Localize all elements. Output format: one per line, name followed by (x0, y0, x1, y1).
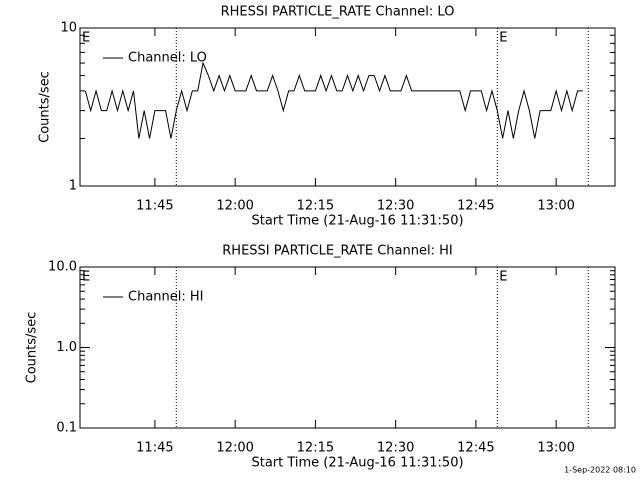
x-tick-label: 11:45 (136, 199, 173, 214)
x-axis-label: Start Time (21-Aug-16 11:31:50) (251, 456, 463, 471)
legend-label: Channel: LO (128, 51, 207, 66)
x-tick-label: 12:45 (457, 199, 494, 214)
marker-label: E (82, 31, 90, 46)
x-tick-label: 12:15 (297, 441, 334, 456)
y-tick-label: 1 (69, 179, 77, 194)
x-tick-label: 12:00 (216, 199, 253, 214)
legend-label: Channel: HI (128, 290, 204, 305)
x-tick-label: 12:00 (216, 441, 253, 456)
x-tick-label: 13:00 (537, 199, 574, 214)
x-tick-label: 13:00 (537, 441, 574, 456)
y-tick-label: 0.1 (56, 421, 77, 436)
footer: 1-Sep-2022 08:10 (564, 466, 636, 475)
y-axis-label: Counts/sec (38, 71, 53, 143)
chart-title: RHESSI PARTICLE_RATE Channel: HI (222, 244, 452, 259)
marker-label: E (82, 270, 90, 285)
x-tick-label: 12:30 (377, 441, 414, 456)
x-tick-label: 11:45 (136, 441, 173, 456)
y-axis-label: Counts/sec (25, 312, 40, 384)
data-line (84, 61, 583, 139)
chart-title: RHESSI PARTICLE_RATE Channel: LO (221, 5, 455, 20)
x-tick-label: 12:30 (377, 199, 414, 214)
y-tick-label: 1.0 (56, 340, 77, 355)
x-axis-label: Start Time (21-Aug-16 11:31:50) (251, 214, 463, 229)
x-tick-label: 12:15 (297, 199, 334, 214)
marker-label: E (499, 270, 507, 285)
x-tick-label: 12:45 (457, 441, 494, 456)
y-tick-label: 10 (60, 21, 77, 36)
marker-label: E (499, 31, 507, 46)
y-tick-label: 10.0 (48, 260, 77, 275)
